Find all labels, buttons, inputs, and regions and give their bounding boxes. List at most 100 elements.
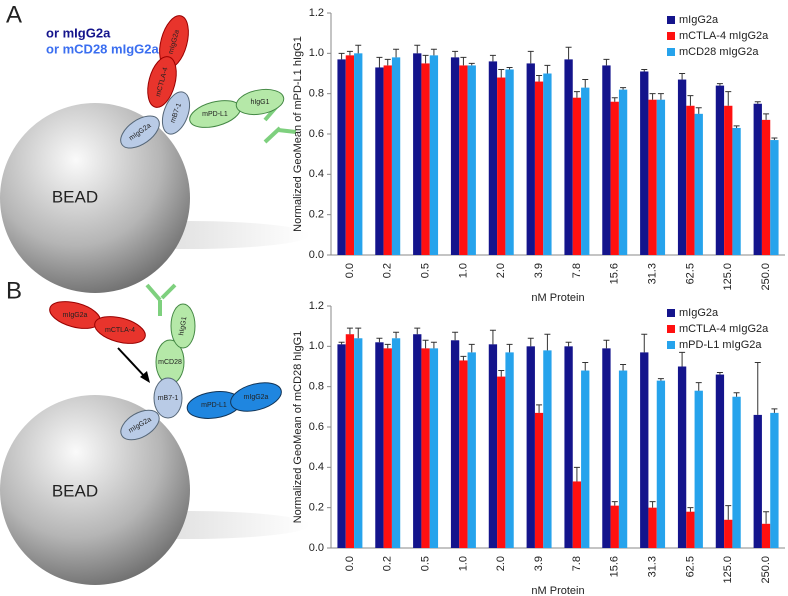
legend-label: mCD28 mIgG2a bbox=[679, 46, 759, 58]
x-tick-label: 7.8 bbox=[571, 556, 583, 571]
error-bar bbox=[733, 125, 740, 128]
bead-label: BEAD bbox=[52, 187, 98, 206]
bar bbox=[450, 57, 460, 255]
bar bbox=[459, 65, 468, 255]
bar bbox=[715, 374, 725, 548]
bar bbox=[450, 340, 460, 548]
arrow bbox=[117, 347, 147, 379]
bar bbox=[732, 127, 741, 255]
bar bbox=[753, 103, 762, 255]
bar bbox=[761, 523, 771, 548]
bar bbox=[429, 348, 439, 548]
bar bbox=[572, 481, 582, 548]
x-tick-label: 1.0 bbox=[457, 556, 469, 571]
diagram-b: B BEAD mIgG2a mCTLA-4 mCD28 hIgG1 mB7-1 … bbox=[0, 277, 310, 585]
x-tick-label: 2.0 bbox=[495, 263, 507, 278]
bar bbox=[677, 366, 687, 548]
error-bar bbox=[754, 361, 761, 415]
x-tick-label: 125.0 bbox=[722, 263, 734, 291]
error-bar bbox=[498, 68, 505, 78]
bar bbox=[686, 105, 695, 256]
bar bbox=[505, 69, 514, 255]
arrowhead bbox=[140, 371, 150, 383]
bar bbox=[383, 348, 392, 548]
x-tick-label: 0.2 bbox=[382, 556, 394, 571]
bar bbox=[421, 348, 430, 548]
domain bbox=[161, 91, 191, 135]
error-bar bbox=[489, 54, 496, 62]
bar bbox=[459, 360, 468, 548]
legend-swatch bbox=[667, 32, 675, 40]
y-tick-label: 1.2 bbox=[309, 300, 324, 312]
error-bar bbox=[338, 341, 345, 345]
error-bar bbox=[506, 66, 513, 70]
domain-label: mPD-L1 bbox=[202, 111, 228, 118]
error-bar bbox=[641, 333, 648, 353]
error-bar bbox=[338, 52, 345, 60]
domain-label: mB7-1 bbox=[158, 395, 179, 402]
error-bar bbox=[346, 327, 353, 335]
bar bbox=[610, 505, 619, 548]
bar bbox=[610, 101, 619, 255]
bead-label: BEAD bbox=[52, 481, 98, 500]
y-tick-label: 0.0 bbox=[309, 249, 324, 261]
bar bbox=[526, 346, 535, 548]
bar bbox=[413, 53, 422, 256]
y-tick-label: 0.8 bbox=[309, 381, 324, 393]
bar bbox=[761, 119, 771, 255]
bar bbox=[564, 346, 573, 548]
antibody bbox=[145, 283, 177, 316]
x-tick-label: 0.2 bbox=[382, 263, 394, 278]
bar bbox=[602, 65, 611, 255]
bar bbox=[732, 396, 741, 548]
error-bar bbox=[468, 62, 475, 66]
error-bar bbox=[573, 466, 580, 482]
error-bar bbox=[771, 408, 778, 413]
x-tick-label: 0.5 bbox=[419, 556, 431, 571]
bar bbox=[345, 55, 355, 255]
error-bar bbox=[679, 73, 686, 80]
error-bar bbox=[489, 329, 496, 345]
error-bar bbox=[422, 54, 429, 64]
domain-label: mPD-L1 bbox=[201, 402, 227, 409]
bar bbox=[543, 73, 552, 255]
y-tick-label: 0.4 bbox=[309, 168, 324, 180]
error-bar bbox=[565, 46, 572, 60]
bar bbox=[686, 511, 695, 548]
bar bbox=[383, 65, 392, 255]
x-tick-label: 31.3 bbox=[646, 263, 658, 284]
error-bar bbox=[460, 355, 467, 361]
x-axis-label: nM Protein bbox=[531, 585, 584, 596]
legend-label: mCTLA-4 mIgG2a bbox=[679, 323, 769, 335]
error-bar bbox=[687, 95, 694, 106]
error-bar bbox=[414, 44, 421, 54]
error-bar bbox=[582, 361, 589, 371]
error-bar bbox=[506, 343, 513, 353]
x-tick-label: 0.5 bbox=[419, 263, 431, 278]
error-bar bbox=[544, 333, 551, 351]
error-bar bbox=[498, 370, 505, 377]
domain-label: mIgG2a bbox=[63, 312, 88, 319]
y-axis-label: Normalized GeoMean of mCD28 hIgG1 bbox=[292, 331, 304, 524]
error-bar bbox=[393, 331, 400, 339]
legend-label: mIgG2a bbox=[679, 14, 719, 26]
bar bbox=[337, 59, 346, 256]
bar bbox=[526, 63, 535, 255]
error-bar bbox=[695, 382, 702, 391]
bar bbox=[770, 140, 779, 255]
x-tick-label: 125.0 bbox=[722, 556, 734, 584]
error-bar bbox=[527, 337, 534, 347]
domain-label: mIgG2a bbox=[244, 394, 269, 401]
bar bbox=[497, 77, 506, 256]
bar bbox=[677, 79, 687, 255]
domain bbox=[120, 115, 160, 149]
bar bbox=[354, 53, 363, 256]
domain-label: hIgG1 bbox=[250, 99, 269, 106]
bar bbox=[618, 370, 628, 548]
domain-label: mCD28 bbox=[158, 359, 182, 366]
x-tick-label: 3.9 bbox=[533, 263, 545, 278]
error-bar bbox=[771, 137, 778, 141]
bar bbox=[421, 63, 430, 255]
error-bar bbox=[430, 48, 437, 56]
error-bar bbox=[346, 50, 353, 56]
